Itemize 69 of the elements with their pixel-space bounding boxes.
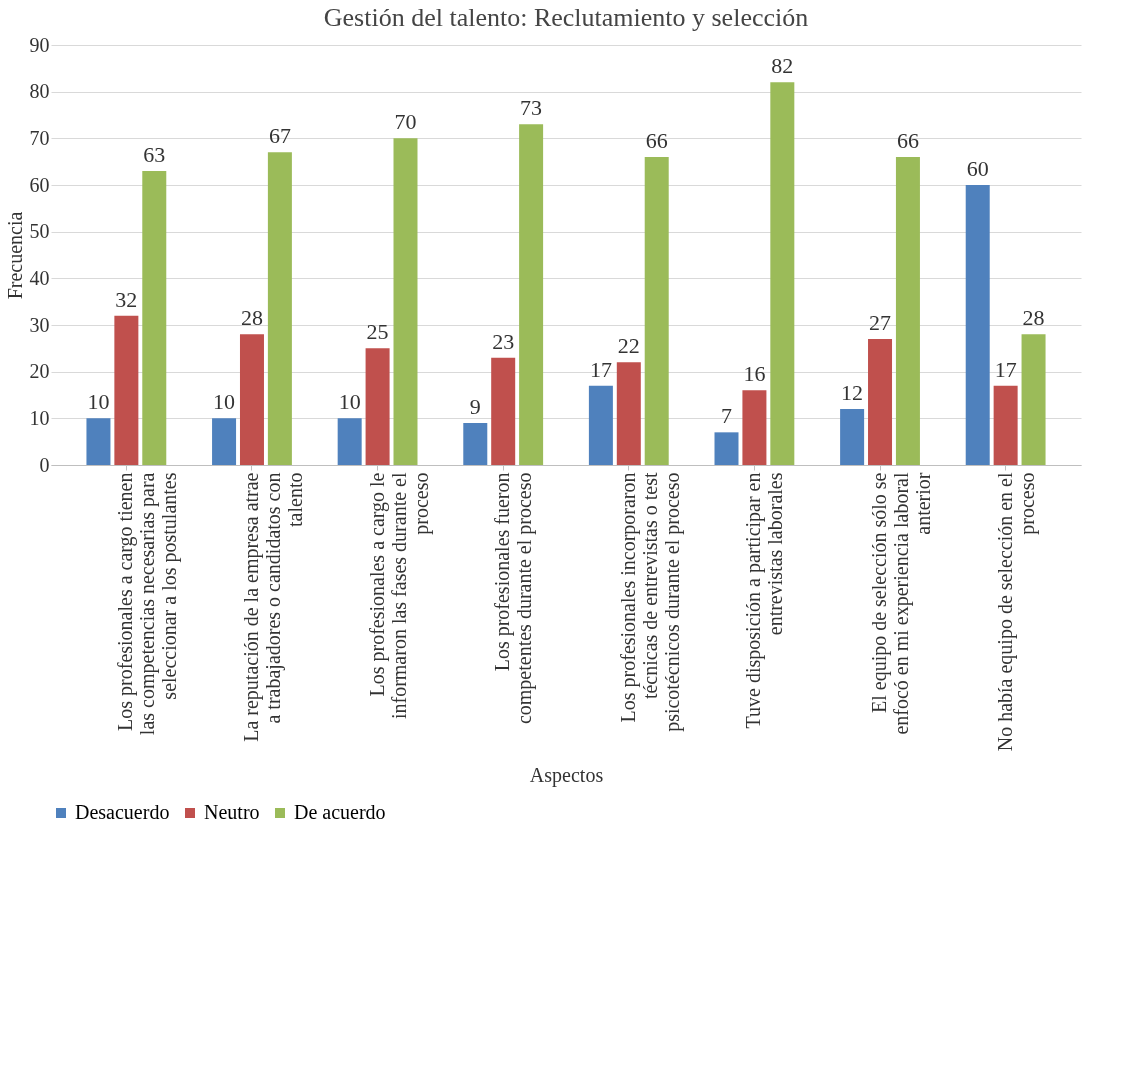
y-tick-label: 10 — [29, 406, 50, 429]
bar — [142, 171, 167, 465]
y-tick-label: 70 — [29, 126, 50, 149]
data-label: 28 — [1022, 305, 1045, 331]
bar — [267, 152, 292, 465]
data-label: 22 — [617, 333, 640, 359]
data-label: 10 — [338, 389, 361, 415]
x-tick-label: La reputación de la empresa atrae a trabajadores o candidatos con talento — [239, 472, 306, 742]
y-axis-title: Frecuencia — [3, 211, 26, 300]
data-label: 32 — [115, 286, 138, 312]
data-label: 10 — [87, 389, 110, 415]
y-tick-label: 30 — [29, 313, 50, 336]
data-label: 60 — [966, 156, 989, 181]
bar — [463, 423, 488, 465]
legend-label: Neutro — [204, 801, 260, 823]
y-tick-label: 0 — [39, 453, 50, 476]
data-label: 66 — [645, 128, 668, 153]
chart-title: Gestión del talento: Reclutamiento y selección — [323, 3, 809, 32]
data-label: 28 — [240, 305, 263, 331]
y-tick-label: 50 — [29, 220, 50, 243]
data-label: 10 — [213, 389, 236, 415]
bar — [337, 418, 362, 465]
bar — [742, 390, 767, 465]
data-label: 73 — [520, 95, 543, 121]
bar — [212, 418, 237, 465]
data-label: 67 — [268, 123, 291, 149]
data-label: 17 — [589, 356, 612, 382]
bar — [239, 334, 264, 465]
bar — [965, 185, 990, 465]
data-label: 12 — [841, 380, 864, 405]
bar — [644, 157, 669, 465]
bar — [868, 339, 893, 465]
bar — [714, 432, 739, 465]
data-label: 9 — [469, 394, 481, 419]
bar — [993, 385, 1018, 465]
bar — [393, 138, 418, 465]
legend-label: De acuerdo — [294, 801, 386, 823]
x-tick-label: Los profesionales a cargo tienen las competencias necesarias para seleccionar a los postulantes — [114, 472, 182, 736]
data-label: 82 — [771, 53, 794, 79]
bar — [491, 357, 516, 465]
bar — [86, 418, 111, 465]
data-label: 25 — [366, 319, 389, 345]
bar — [770, 82, 795, 465]
x-tick-label: Los profesionales a cargo le informaron las fases durante el proceso — [365, 472, 433, 720]
bar — [840, 409, 865, 465]
bar — [616, 362, 641, 465]
data-label: 23 — [492, 328, 515, 354]
bar — [519, 124, 544, 465]
x-tick-label: El equipo de selección sólo se enfocó en mi experiencia laboral anterior — [868, 472, 935, 735]
bar — [365, 348, 390, 465]
bar — [895, 157, 920, 465]
data-label: 27 — [869, 310, 892, 335]
y-tick-label: 40 — [29, 266, 50, 289]
y-tick-label: 90 — [29, 33, 50, 56]
data-label: 17 — [994, 356, 1017, 382]
y-tick-label: 60 — [29, 173, 50, 196]
bar — [588, 385, 613, 465]
bar — [114, 315, 139, 465]
bar — [1021, 334, 1046, 465]
x-axis-title: Aspectos — [529, 763, 604, 787]
legend-label: Desacuerdo — [75, 801, 170, 823]
y-tick-label: 20 — [29, 360, 50, 383]
x-tick-label: No había equipo de selección en el proceso — [993, 472, 1039, 752]
data-label: 70 — [394, 109, 417, 135]
data-label: 63 — [143, 142, 166, 167]
data-label: 16 — [743, 361, 766, 387]
data-label: 7 — [721, 403, 732, 429]
data-label: 66 — [896, 128, 919, 153]
y-tick-label: 80 — [29, 80, 50, 103]
